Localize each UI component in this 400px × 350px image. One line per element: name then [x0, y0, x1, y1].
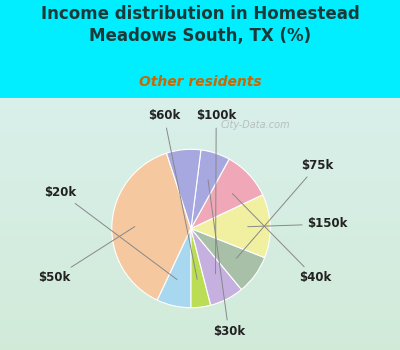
Text: $100k: $100k — [196, 110, 236, 274]
Wedge shape — [166, 149, 201, 229]
Wedge shape — [191, 229, 211, 308]
Text: $50k: $50k — [38, 226, 135, 285]
Text: $20k: $20k — [44, 186, 177, 280]
Text: $60k: $60k — [148, 110, 197, 279]
Text: Other residents: Other residents — [139, 75, 261, 89]
Wedge shape — [112, 153, 191, 300]
Text: $40k: $40k — [232, 194, 331, 285]
Wedge shape — [157, 229, 191, 308]
Text: $30k: $30k — [208, 180, 245, 338]
Wedge shape — [191, 229, 242, 305]
Text: $150k: $150k — [248, 217, 348, 231]
Text: City-Data.com: City-Data.com — [221, 120, 291, 130]
Wedge shape — [191, 229, 265, 289]
Wedge shape — [191, 159, 263, 229]
Text: Income distribution in Homestead
Meadows South, TX (%): Income distribution in Homestead Meadows… — [41, 5, 359, 46]
Wedge shape — [191, 150, 229, 229]
Text: $75k: $75k — [236, 159, 333, 258]
Wedge shape — [191, 195, 270, 258]
